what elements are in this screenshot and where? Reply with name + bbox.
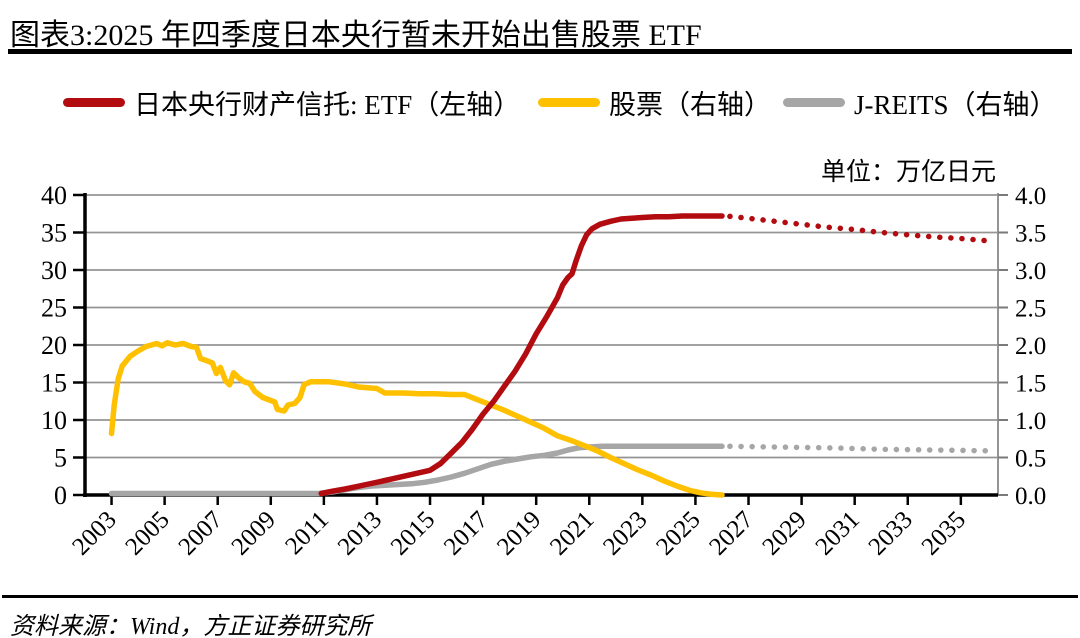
svg-text:2021: 2021 [545, 506, 599, 560]
svg-text:40: 40 [41, 181, 67, 210]
legend-label-stocks: 股票（右轴） [609, 89, 771, 120]
svg-text:2005: 2005 [120, 506, 174, 560]
svg-text:2007: 2007 [173, 506, 227, 560]
svg-text:2027: 2027 [704, 506, 758, 560]
svg-text:2019: 2019 [492, 506, 546, 560]
legend: 日本央行财产信托: ETF（左轴） 股票（右轴） J-REITS（右轴） [0, 84, 1080, 120]
legend-swatch-stocks-icon [538, 97, 600, 107]
svg-text:15: 15 [41, 369, 67, 398]
legend-item-jreits: J-REITS（右轴） [783, 84, 1057, 120]
svg-text:2035: 2035 [917, 506, 971, 560]
svg-text:2029: 2029 [757, 506, 811, 560]
svg-text:2031: 2031 [810, 506, 864, 560]
svg-text:10: 10 [41, 406, 67, 435]
svg-text:1.5: 1.5 [1015, 371, 1046, 398]
svg-text:2.0: 2.0 [1015, 333, 1046, 360]
svg-text:2013: 2013 [333, 506, 387, 560]
svg-text:30: 30 [41, 256, 67, 285]
unit-label: 单位：万亿日元 [820, 159, 996, 186]
legend-label-boj-etf: 日本央行财产信托: ETF（左轴） [134, 89, 521, 120]
svg-text:35: 35 [41, 219, 67, 248]
legend-swatch-boj-etf-icon [63, 97, 125, 107]
grid-lines [85, 194, 998, 459]
left-axis: 0 5 10 15 20 25 30 35 40 [41, 181, 87, 510]
svg-text:2015: 2015 [386, 506, 440, 560]
svg-text:5: 5 [54, 444, 67, 473]
svg-text:20: 20 [41, 331, 67, 360]
svg-text:2033: 2033 [864, 506, 918, 560]
svg-text:2023: 2023 [598, 506, 652, 560]
series-boj-etf [318, 213, 991, 497]
legend-item-boj-etf: 日本央行财产信托: ETF（左轴） [63, 84, 520, 120]
svg-text:25: 25 [41, 294, 67, 323]
legend-item-stocks: 股票（右轴） [538, 84, 771, 120]
source-note: 资料来源：Wind，方正证券研究所 [10, 614, 372, 638]
svg-text:0.5: 0.5 [1015, 446, 1046, 473]
svg-text:3.0: 3.0 [1015, 258, 1046, 285]
legend-swatch-jreits-icon [783, 97, 845, 107]
right-axis: 0.0 0.5 1.0 1.5 2.0 2.5 3.0 3.5 4.0 [997, 183, 1046, 510]
figure-title: 图表3:2025 年四季度日本央行暂未开始出售股票 ETF [10, 19, 702, 52]
title-rule [8, 49, 1072, 54]
svg-text:2.5: 2.5 [1015, 296, 1046, 323]
svg-text:1.0: 1.0 [1015, 408, 1046, 435]
svg-text:0: 0 [54, 481, 67, 510]
series-jreits [108, 443, 991, 497]
legend-label-jreits: J-REITS（右轴） [854, 89, 1057, 120]
svg-text:0.0: 0.0 [1015, 483, 1046, 510]
svg-text:2011: 2011 [280, 506, 334, 560]
svg-text:2003: 2003 [67, 506, 121, 560]
svg-text:2017: 2017 [439, 506, 493, 560]
footer-rule [2, 595, 1078, 598]
svg-text:4.0: 4.0 [1015, 183, 1046, 210]
svg-text:2009: 2009 [227, 506, 281, 560]
series-stocks [108, 340, 725, 498]
svg-text:3.5: 3.5 [1015, 221, 1046, 248]
svg-text:2025: 2025 [651, 506, 705, 560]
